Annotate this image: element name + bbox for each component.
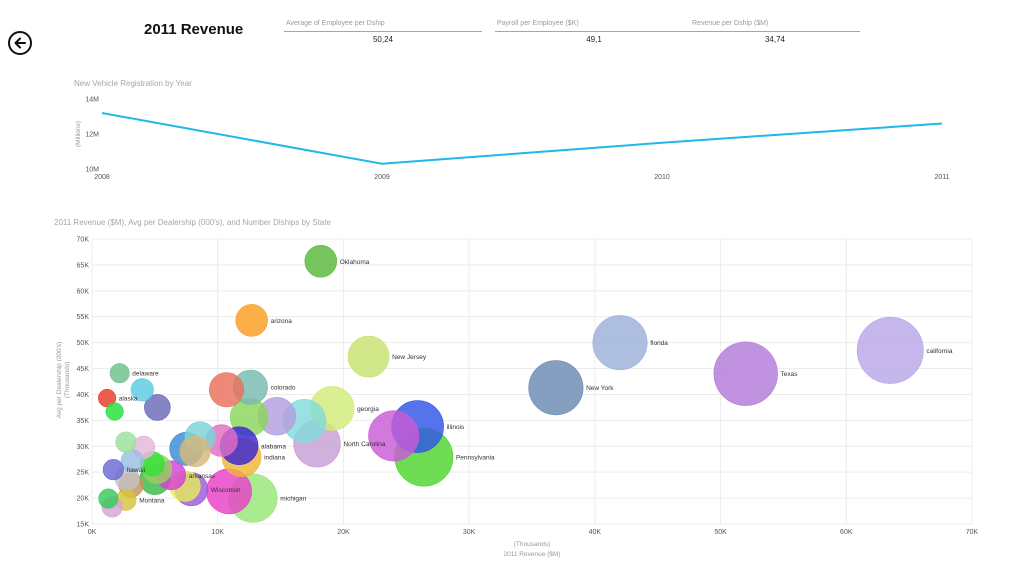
bubble (347, 335, 390, 378)
bubble (105, 402, 124, 421)
x-tick-label: 70K (966, 529, 979, 536)
bubble (592, 315, 648, 371)
bubble (109, 363, 130, 384)
kpi-label: Payroll per Employee ($K) (495, 20, 693, 32)
kpi-card-payroll-per-employee: Payroll per Employee ($K) 49,1 (495, 20, 693, 44)
bubble-label: alabama (261, 443, 286, 450)
y-axis-label: Avg per Dealership (000's) (56, 342, 63, 419)
bubble (856, 316, 924, 384)
kpi-label: Revenue per Dship ($M) (690, 20, 860, 32)
bubble (368, 410, 420, 462)
bubble-label: delaware (132, 371, 159, 378)
bubble-label: illinois (447, 424, 465, 431)
kpi-label: Average of Employee per Dship (284, 20, 482, 32)
y-tick-label: 40K (77, 392, 90, 399)
bubble-label: Wisconsin (211, 487, 241, 494)
bubble-label: arkansas (189, 473, 216, 480)
y-tick-label: 10M (85, 167, 99, 174)
line-chart: 10M 12M 14M 2008 2009 2010 2011 (Millions) (75, 97, 950, 182)
bubble (528, 360, 584, 416)
y-axis-unit: (Thousands) (64, 362, 71, 399)
x-tick-label: 50K (714, 529, 727, 536)
arrow-left-circle-icon (14, 37, 26, 49)
x-tick-label: 2011 (934, 174, 949, 181)
bubble (130, 378, 154, 402)
bubble-label: hawaii (127, 467, 145, 474)
series-line (101, 112, 943, 165)
bubble (235, 304, 268, 337)
bubble-label: Oklahoma (340, 259, 370, 266)
x-tick-label: 2010 (654, 174, 670, 181)
y-tick-label: 50K (77, 340, 90, 347)
bubble-label: alaska (119, 396, 138, 403)
bubble-label: Montana (139, 498, 165, 505)
bubble-label: Texas (781, 371, 799, 378)
bubble-label: indiana (264, 455, 285, 462)
y-tick-label: 55K (77, 314, 90, 321)
bubble-label: Pennsylvania (456, 455, 495, 462)
page-title: 2011 Revenue (144, 21, 244, 38)
x-tick-label: 0K (88, 529, 97, 536)
bubble-label: colorado (271, 385, 296, 392)
y-tick-label: 60K (77, 288, 90, 295)
x-tick-label: 2009 (374, 174, 390, 181)
y-tick-label: 25K (77, 470, 90, 477)
bubble-label: New York (586, 385, 614, 392)
bubble (179, 435, 211, 467)
bubble (115, 431, 137, 453)
bubble-label: florida (650, 340, 668, 347)
bubble (209, 372, 245, 408)
y-tick-label: 35K (77, 418, 90, 425)
x-tick-label: 20K (337, 529, 350, 536)
scatter-chart-title: 2011 Revenue ($M), Avg per Dealership (0… (54, 218, 331, 227)
y-axis-label: (Millions) (75, 121, 82, 147)
y-tick-label: 65K (77, 262, 90, 269)
kpi-card-revenue-per-dship: Revenue per Dship ($M) 34,74 (690, 20, 860, 44)
bubble (98, 488, 119, 509)
bubble (144, 394, 171, 421)
bubble-label: North Carolina (343, 441, 385, 448)
x-tick-label: 30K (463, 529, 476, 536)
x-tick-label: 60K (840, 529, 853, 536)
kpi-value: 34,74 (764, 35, 786, 44)
y-tick-label: 45K (77, 366, 90, 373)
y-tick-label: 70K (77, 237, 90, 244)
bubble (713, 341, 778, 406)
bubble-label: michigan (280, 496, 306, 503)
bubble-label: georgia (357, 406, 379, 413)
x-tick-label: 40K (589, 529, 602, 536)
bubble-label: New Jersey (392, 354, 427, 361)
y-tick-label: 15K (77, 522, 90, 529)
y-tick-label: 12M (85, 132, 99, 139)
x-tick-label: 10K (211, 529, 224, 536)
kpi-value: 49,1 (586, 35, 602, 44)
y-tick-label: 30K (77, 444, 90, 451)
x-tick-label: 2008 (94, 174, 110, 181)
kpi-card-employee-per-dship: Average of Employee per Dship 50,24 (284, 20, 482, 44)
line-chart-title: New Vehicle Registration by Year (74, 79, 192, 88)
kpi-value: 50,24 (372, 35, 394, 44)
y-tick-label: 14M (85, 97, 99, 104)
x-axis-label: 2011 Revenue ($M) (504, 551, 561, 558)
x-axis-unit: (Thousands) (514, 541, 551, 548)
bubble-label: arizona (271, 318, 293, 325)
bubble (304, 245, 338, 278)
bubble-label: california (926, 348, 952, 355)
y-tick-label: 20K (77, 496, 90, 503)
back-button[interactable] (8, 31, 32, 55)
bubble (102, 459, 124, 481)
